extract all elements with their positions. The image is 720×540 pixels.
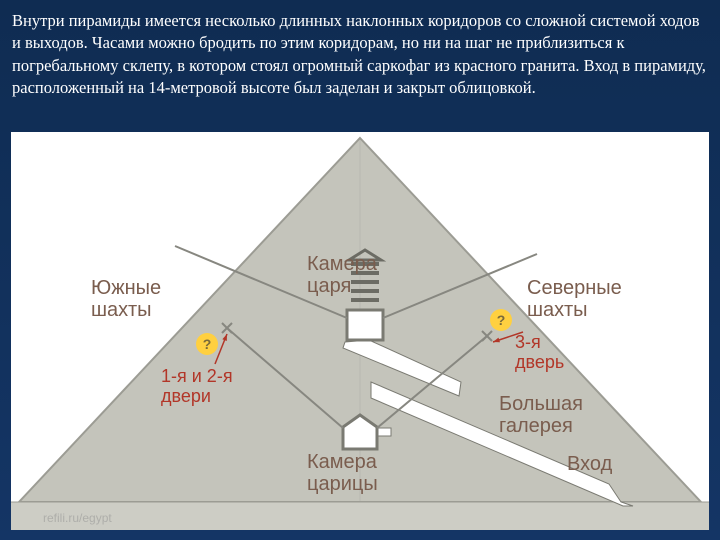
svg-text:шахты: шахты — [527, 299, 587, 321]
svg-text:галерея: галерея — [499, 415, 573, 437]
svg-text:дверь: дверь — [515, 352, 564, 372]
svg-text:Камера: Камера — [307, 451, 378, 473]
svg-text:шахты: шахты — [91, 299, 151, 321]
svg-text:?: ? — [203, 336, 212, 352]
diagram-svg: ??ЮжныешахтыСеверныешахтыКамерацаряКамер… — [11, 132, 709, 530]
svg-text:двери: двери — [161, 386, 211, 406]
svg-text:?: ? — [497, 312, 506, 328]
svg-text:3-я: 3-я — [515, 332, 541, 352]
svg-text:Вход: Вход — [567, 453, 613, 475]
svg-text:1-я и 2-я: 1-я и 2-я — [161, 366, 233, 386]
slide: Внутри пирамиды имеется несколько длинны… — [0, 0, 720, 540]
svg-text:царя: царя — [307, 275, 351, 297]
svg-text:Южные: Южные — [91, 277, 161, 299]
svg-text:Камера: Камера — [307, 253, 378, 275]
svg-text:царицы: царицы — [307, 473, 378, 495]
svg-text:refili.ru/egypt: refili.ru/egypt — [43, 511, 112, 525]
description-text: Внутри пирамиды имеется несколько длинны… — [12, 10, 708, 99]
pyramid-diagram: ??ЮжныешахтыСеверныешахтыКамерацаряКамер… — [11, 132, 709, 530]
svg-text:Северные: Северные — [527, 277, 622, 299]
svg-text:Большая: Большая — [499, 393, 583, 415]
